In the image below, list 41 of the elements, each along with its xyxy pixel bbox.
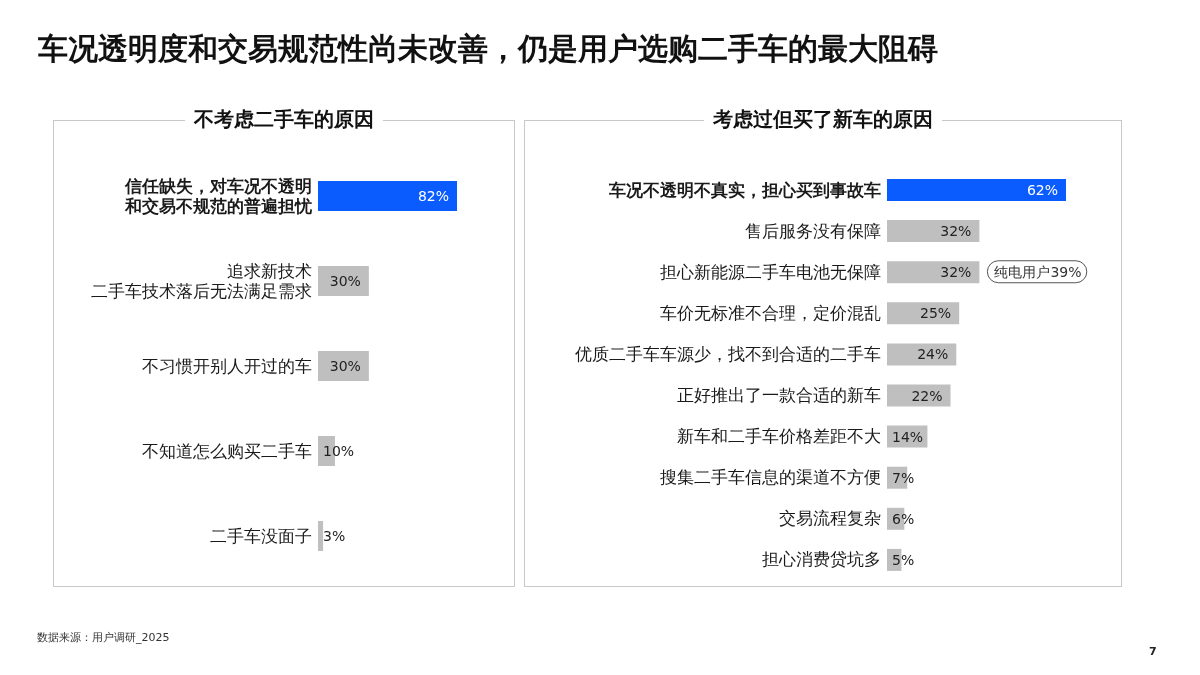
bar [318,521,324,551]
y-tick-label: 担心消费贷坑多 [762,549,881,570]
y-tick-label: 正好推出了一款合适的新车 [677,385,881,406]
y-tick-label: 担心新能源二手车电池无保障 [660,261,881,282]
y-tick-label: 信任缺失，对车况不透明和交易不规范的普遍担忧 [124,175,313,216]
data-label: 82% [417,188,449,204]
chart-title: 考虑过但买了新车的原因 [704,107,942,131]
y-tick-label: 搜集二手车信息的渠道不方便 [660,467,881,488]
data-label: 25% [920,305,952,322]
y-tick-label: 优质二手车车源少，找不到合适的二手车 [575,343,881,364]
bar [887,220,980,243]
y-tick-label: 不习惯开别人开过的车 [142,355,312,376]
data-label: 3% [323,528,346,544]
data-label: 30% [329,358,361,374]
y-tick-label: 二手车没面子 [210,525,312,546]
data-label: 22% [911,387,943,404]
data-label: 62% [1026,182,1058,198]
y-tick-label: 不知道怎么购买二手车 [142,440,312,461]
chart-title: 不考虑二手车的原因 [185,107,383,131]
data-label: 30% [329,273,361,289]
data-label: 10% [323,443,355,459]
data-label: 5% [892,551,915,568]
data-label: 14% [892,428,924,445]
y-tick-label: 交易流程复杂 [779,508,881,529]
y-tick-label: 车况不透明不真实，担心买到事故车 [608,179,881,200]
data-label: 24% [917,346,949,363]
bar [318,181,457,211]
data-label: 32% [940,264,972,281]
data-label: 7% [892,469,915,486]
data-label: 32% [940,223,972,240]
text: 7 [1149,645,1157,659]
bar [887,179,1066,201]
annotation: 纯电用户39% [994,263,1082,280]
y-tick-label: 车价无标准不合理，定价混乱 [660,302,881,323]
y-tick-label: 新车和二手车价格差距不大 [677,426,881,447]
source-note: 数据来源：用户调研_2025 [37,631,170,645]
y-tick-label: 售后服务没有保障 [745,220,881,241]
data-label: 6% [892,510,915,527]
bar [887,261,980,284]
text: 车况透明度和交易规范性尚未改善，仍是用户选购二手车的最大阻碍 [38,31,938,67]
y-tick-label: 追求新技术二手车技术落后无法满足需求 [91,260,312,301]
